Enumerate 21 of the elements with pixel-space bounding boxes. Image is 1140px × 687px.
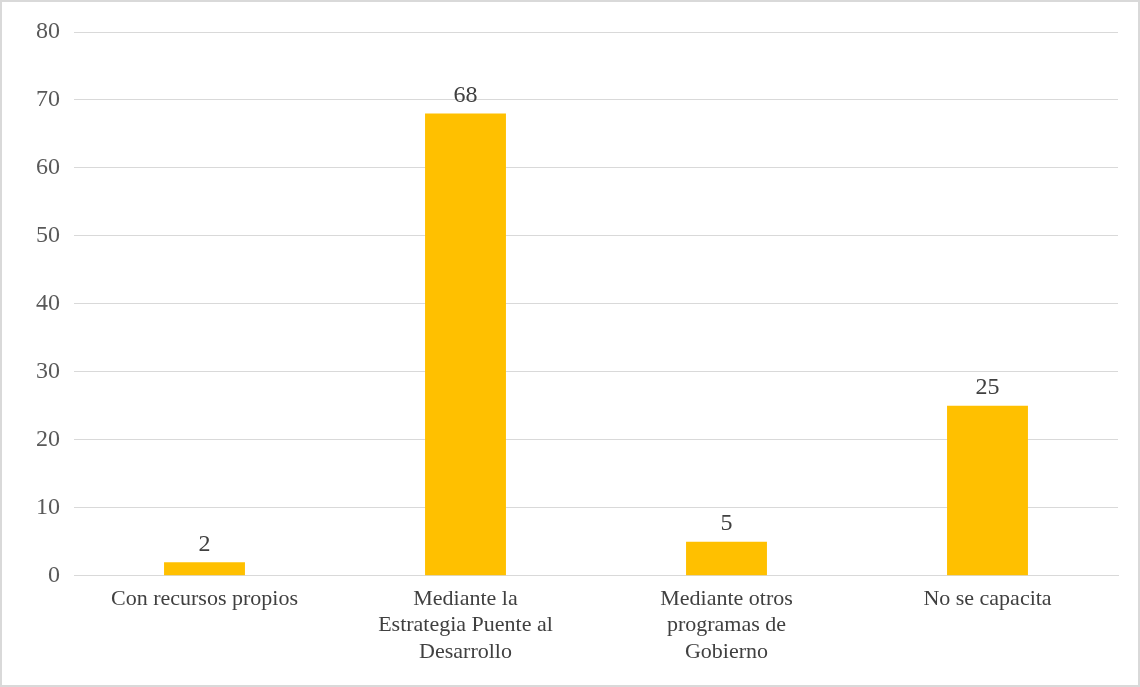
y-tick-label: 50 bbox=[36, 221, 60, 248]
data-label: 68 bbox=[453, 80, 478, 107]
data-label: 25 bbox=[975, 373, 1000, 400]
y-tick-label: 60 bbox=[36, 153, 60, 180]
x-tick-label: Mediante otros programas de Gobierno bbox=[660, 584, 793, 663]
bar bbox=[947, 405, 1028, 576]
y-tick-label: 10 bbox=[36, 493, 60, 520]
y-tick-label: 20 bbox=[36, 425, 60, 452]
y-tick-label: 40 bbox=[36, 289, 60, 316]
x-tick-label: Mediante la Estrategia Puente al Desarrollo bbox=[378, 584, 553, 663]
data-label: 2 bbox=[198, 529, 211, 556]
y-tick-label: 30 bbox=[36, 357, 60, 384]
data-label: 5 bbox=[720, 509, 733, 536]
y-tick-label: 80 bbox=[36, 17, 60, 44]
bar bbox=[686, 541, 767, 576]
x-tick-label: No se capacita bbox=[923, 584, 1052, 610]
y-tick-label: 0 bbox=[48, 561, 60, 588]
y-tick-label: 70 bbox=[36, 85, 60, 112]
x-tick-label: Con recursos propios bbox=[111, 584, 298, 610]
bar bbox=[164, 562, 245, 576]
bar bbox=[425, 113, 506, 576]
